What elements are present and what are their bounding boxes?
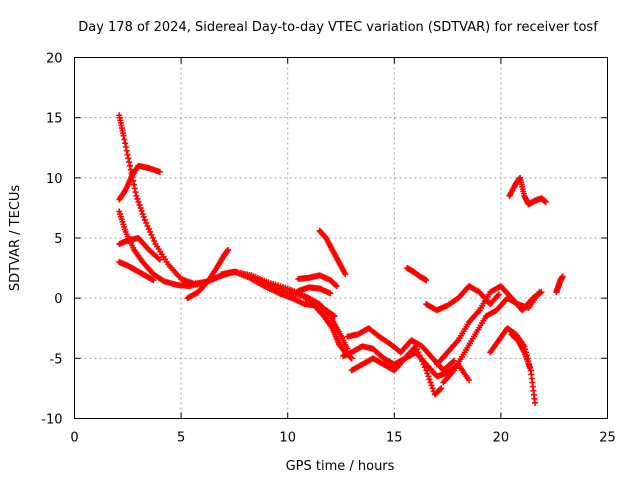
data-point: [424, 370, 431, 377]
data-point: [139, 210, 146, 217]
data-point: [532, 399, 539, 406]
data-point: [426, 376, 433, 383]
data-point: [438, 385, 445, 392]
data-point: [138, 207, 145, 214]
series-track-j: [316, 227, 349, 278]
y-tick-label: -10: [41, 413, 62, 428]
data-point: [542, 198, 549, 205]
data-point: [428, 382, 435, 389]
data-point: [140, 213, 147, 220]
y-tick-label: -5: [50, 352, 63, 367]
plot-frame: [74, 57, 608, 419]
data-point: [149, 235, 156, 241]
data-point: [348, 355, 355, 362]
series-track-t: [506, 174, 549, 208]
series-track-q: [440, 289, 543, 386]
data-point: [333, 283, 340, 290]
data-point: [150, 277, 157, 284]
data-point: [413, 346, 420, 353]
data-point: [495, 291, 502, 298]
data-point: [425, 373, 432, 380]
y-axis-label: SDTVAR / TECUs: [8, 185, 23, 292]
data-point: [143, 219, 150, 226]
y-tick-label: 0: [54, 292, 62, 307]
y-tick-label: 20: [46, 52, 63, 67]
data-point: [465, 376, 472, 383]
series-track-c: [116, 162, 163, 203]
x-tick-label: 15: [386, 431, 403, 446]
series-track-e: [116, 259, 157, 284]
data-point: [133, 192, 140, 199]
chart-title: Day 178 of 2024, Sidereal Day-to-day VTE…: [78, 20, 598, 35]
data-point: [151, 238, 158, 245]
data-point: [135, 198, 142, 205]
data-point: [416, 352, 423, 359]
data-point: [145, 225, 152, 232]
data-point: [137, 204, 144, 211]
data-point: [331, 313, 338, 320]
data-point: [156, 256, 163, 263]
data-point: [342, 271, 349, 278]
series-track-g: [218, 268, 338, 320]
data-point: [415, 349, 422, 356]
x-tick-label: 5: [177, 431, 185, 446]
axis-ticks: 0 5 10 15 20 25 -10 -5 0 5 10 15 20: [41, 52, 616, 446]
series-track-a: [116, 112, 355, 362]
y-tick-label: 15: [46, 112, 63, 127]
data-point: [427, 379, 434, 386]
data-point: [134, 195, 141, 202]
data-point: [423, 277, 430, 284]
series-track-u: [553, 273, 566, 296]
series-track-d: [116, 235, 163, 263]
data-points: [116, 112, 566, 406]
series-track-m: [348, 343, 445, 398]
series-track-n: [404, 265, 430, 284]
series-track-i: [295, 284, 334, 297]
series-track-h: [295, 272, 340, 290]
data-point: [344, 345, 351, 352]
data-point: [417, 355, 424, 362]
data-point: [412, 343, 419, 350]
data-point: [536, 289, 543, 296]
x-tick-label: 25: [599, 431, 616, 446]
x-axis-label: GPS time / hours: [286, 459, 395, 474]
series-track-f: [184, 247, 232, 302]
x-tick-label: 10: [279, 431, 296, 446]
x-tick-label: 0: [70, 431, 78, 446]
y-tick-label: 10: [46, 172, 63, 187]
x-tick-label: 20: [493, 431, 510, 446]
data-point: [450, 357, 457, 364]
series-track-s: [508, 331, 539, 406]
series-track-b: [116, 208, 351, 352]
data-point: [147, 228, 154, 235]
series-track-l: [344, 325, 457, 374]
grid-lines: [74, 57, 608, 419]
data-point: [559, 273, 566, 280]
data-point: [148, 231, 155, 238]
data-point: [136, 201, 143, 208]
data-point: [421, 364, 428, 371]
data-point: [156, 168, 163, 175]
y-tick-label: 5: [54, 232, 62, 247]
data-point: [225, 247, 232, 254]
data-point: [423, 367, 430, 374]
data-point: [429, 385, 436, 392]
data-point: [419, 358, 426, 365]
data-point: [327, 290, 334, 297]
data-point: [144, 222, 151, 229]
data-point: [420, 361, 427, 368]
data-point: [141, 216, 148, 223]
